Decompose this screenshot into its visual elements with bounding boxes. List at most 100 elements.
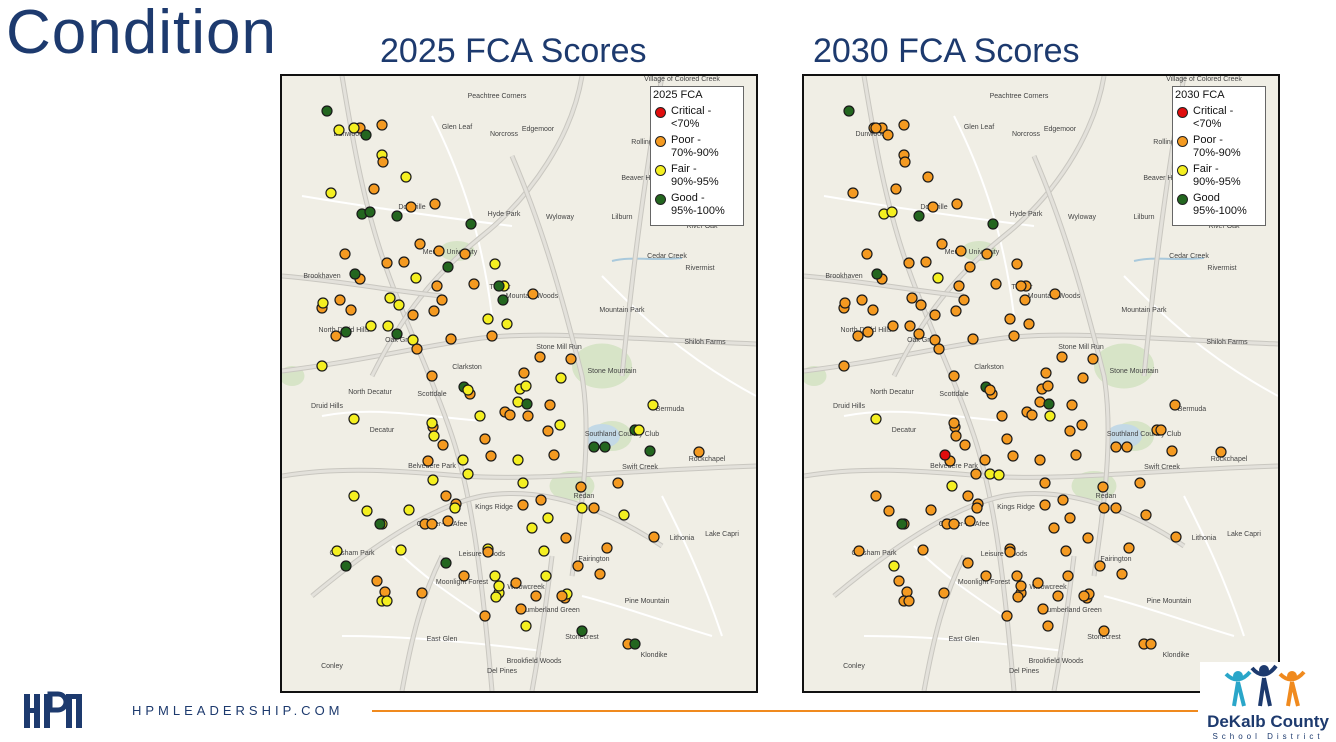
school-marker-poor[interactable]	[431, 280, 443, 292]
school-marker-poor[interactable]	[548, 449, 560, 461]
school-marker-poor[interactable]	[906, 292, 918, 304]
school-marker-poor[interactable]	[890, 183, 902, 195]
school-marker-fair[interactable]	[348, 122, 360, 134]
school-marker-poor[interactable]	[436, 294, 448, 306]
school-marker-poor[interactable]	[862, 326, 874, 338]
school-marker-poor[interactable]	[1048, 522, 1060, 534]
school-marker-poor[interactable]	[1001, 610, 1013, 622]
school-marker-poor[interactable]	[1040, 367, 1052, 379]
school-marker-poor[interactable]	[936, 238, 948, 250]
school-marker-poor[interactable]	[967, 333, 979, 345]
school-marker-poor[interactable]	[861, 248, 873, 260]
school-marker-poor[interactable]	[330, 330, 342, 342]
school-marker-poor[interactable]	[612, 477, 624, 489]
school-marker-poor[interactable]	[929, 309, 941, 321]
school-marker-poor[interactable]	[459, 248, 471, 260]
school-marker-poor[interactable]	[955, 245, 967, 257]
school-marker-poor[interactable]	[1001, 433, 1013, 445]
map-2025[interactable]: Peachtree Corners Glen Leaf Norcross Edgemo…	[280, 74, 758, 693]
school-marker-poor[interactable]	[1008, 330, 1020, 342]
school-marker-fair[interactable]	[331, 545, 343, 557]
school-marker-poor[interactable]	[371, 575, 383, 587]
school-marker-poor[interactable]	[1057, 494, 1069, 506]
school-marker-poor[interactable]	[515, 603, 527, 615]
school-marker-fair[interactable]	[361, 505, 373, 517]
school-marker-poor[interactable]	[1056, 351, 1068, 363]
school-marker-poor[interactable]	[518, 367, 530, 379]
school-marker-poor[interactable]	[1004, 546, 1016, 558]
school-marker-good[interactable]	[599, 441, 611, 453]
school-marker-poor[interactable]	[938, 587, 950, 599]
school-marker-poor[interactable]	[1015, 580, 1027, 592]
school-marker-poor[interactable]	[398, 256, 410, 268]
school-marker-fair[interactable]	[542, 512, 554, 524]
school-marker-poor[interactable]	[594, 568, 606, 580]
school-marker-fair[interactable]	[489, 570, 501, 582]
school-marker-poor[interactable]	[979, 454, 991, 466]
school-marker-fair[interactable]	[538, 545, 550, 557]
school-marker-good[interactable]	[843, 105, 855, 117]
school-marker-fair[interactable]	[870, 413, 882, 425]
school-marker-fair[interactable]	[946, 480, 958, 492]
school-marker-fair[interactable]	[407, 334, 419, 346]
school-marker-poor[interactable]	[917, 544, 929, 556]
school-marker-fair[interactable]	[410, 272, 422, 284]
school-marker-poor[interactable]	[1110, 502, 1122, 514]
school-marker-good[interactable]	[521, 398, 533, 410]
school-marker-poor[interactable]	[1019, 294, 1031, 306]
school-marker-poor[interactable]	[510, 577, 522, 589]
school-marker-poor[interactable]	[1039, 477, 1051, 489]
school-marker-poor[interactable]	[970, 468, 982, 480]
school-marker-poor[interactable]	[437, 439, 449, 451]
school-marker-poor[interactable]	[428, 305, 440, 317]
school-marker-poor[interactable]	[1049, 288, 1061, 300]
school-marker-poor[interactable]	[429, 198, 441, 210]
school-marker-fair[interactable]	[482, 313, 494, 325]
school-marker-fair[interactable]	[888, 560, 900, 572]
school-marker-poor[interactable]	[1007, 450, 1019, 462]
school-marker-poor[interactable]	[839, 297, 851, 309]
school-marker-fair[interactable]	[555, 372, 567, 384]
school-marker-fair[interactable]	[517, 477, 529, 489]
school-marker-poor[interactable]	[903, 595, 915, 607]
school-marker-poor[interactable]	[1155, 424, 1167, 436]
school-marker-good[interactable]	[871, 268, 883, 280]
school-marker-poor[interactable]	[422, 455, 434, 467]
school-marker-poor[interactable]	[981, 248, 993, 260]
school-marker-fair[interactable]	[393, 299, 405, 311]
school-marker-poor[interactable]	[1116, 568, 1128, 580]
school-marker-fair[interactable]	[403, 504, 415, 516]
school-marker-poor[interactable]	[1082, 532, 1094, 544]
school-marker-poor[interactable]	[1077, 372, 1089, 384]
school-marker-poor[interactable]	[1166, 445, 1178, 457]
school-marker-fair[interactable]	[462, 468, 474, 480]
school-marker-fair[interactable]	[381, 595, 393, 607]
school-marker-poor[interactable]	[1169, 399, 1181, 411]
school-marker-poor[interactable]	[948, 518, 960, 530]
school-marker-poor[interactable]	[883, 505, 895, 517]
school-marker-poor[interactable]	[870, 490, 882, 502]
school-marker-poor[interactable]	[1004, 313, 1016, 325]
school-marker-poor[interactable]	[920, 256, 932, 268]
school-marker-poor[interactable]	[376, 119, 388, 131]
school-marker-poor[interactable]	[870, 122, 882, 134]
school-marker-poor[interactable]	[601, 542, 613, 554]
school-marker-poor[interactable]	[1094, 560, 1106, 572]
school-marker-poor[interactable]	[1215, 446, 1227, 458]
school-marker-poor[interactable]	[971, 502, 983, 514]
school-marker-poor[interactable]	[339, 248, 351, 260]
school-marker-fair[interactable]	[489, 258, 501, 270]
school-marker-poor[interactable]	[1026, 409, 1038, 421]
school-marker-poor[interactable]	[1039, 499, 1051, 511]
school-marker-good[interactable]	[442, 261, 454, 273]
school-marker-poor[interactable]	[407, 309, 419, 321]
school-marker-poor[interactable]	[959, 439, 971, 451]
school-marker-poor[interactable]	[853, 545, 865, 557]
school-marker-poor[interactable]	[572, 560, 584, 572]
school-marker-poor[interactable]	[535, 494, 547, 506]
school-marker-fair[interactable]	[333, 124, 345, 136]
school-marker-good[interactable]	[391, 328, 403, 340]
school-marker-poor[interactable]	[1037, 603, 1049, 615]
school-marker-poor[interactable]	[1064, 512, 1076, 524]
school-marker-poor[interactable]	[887, 320, 899, 332]
